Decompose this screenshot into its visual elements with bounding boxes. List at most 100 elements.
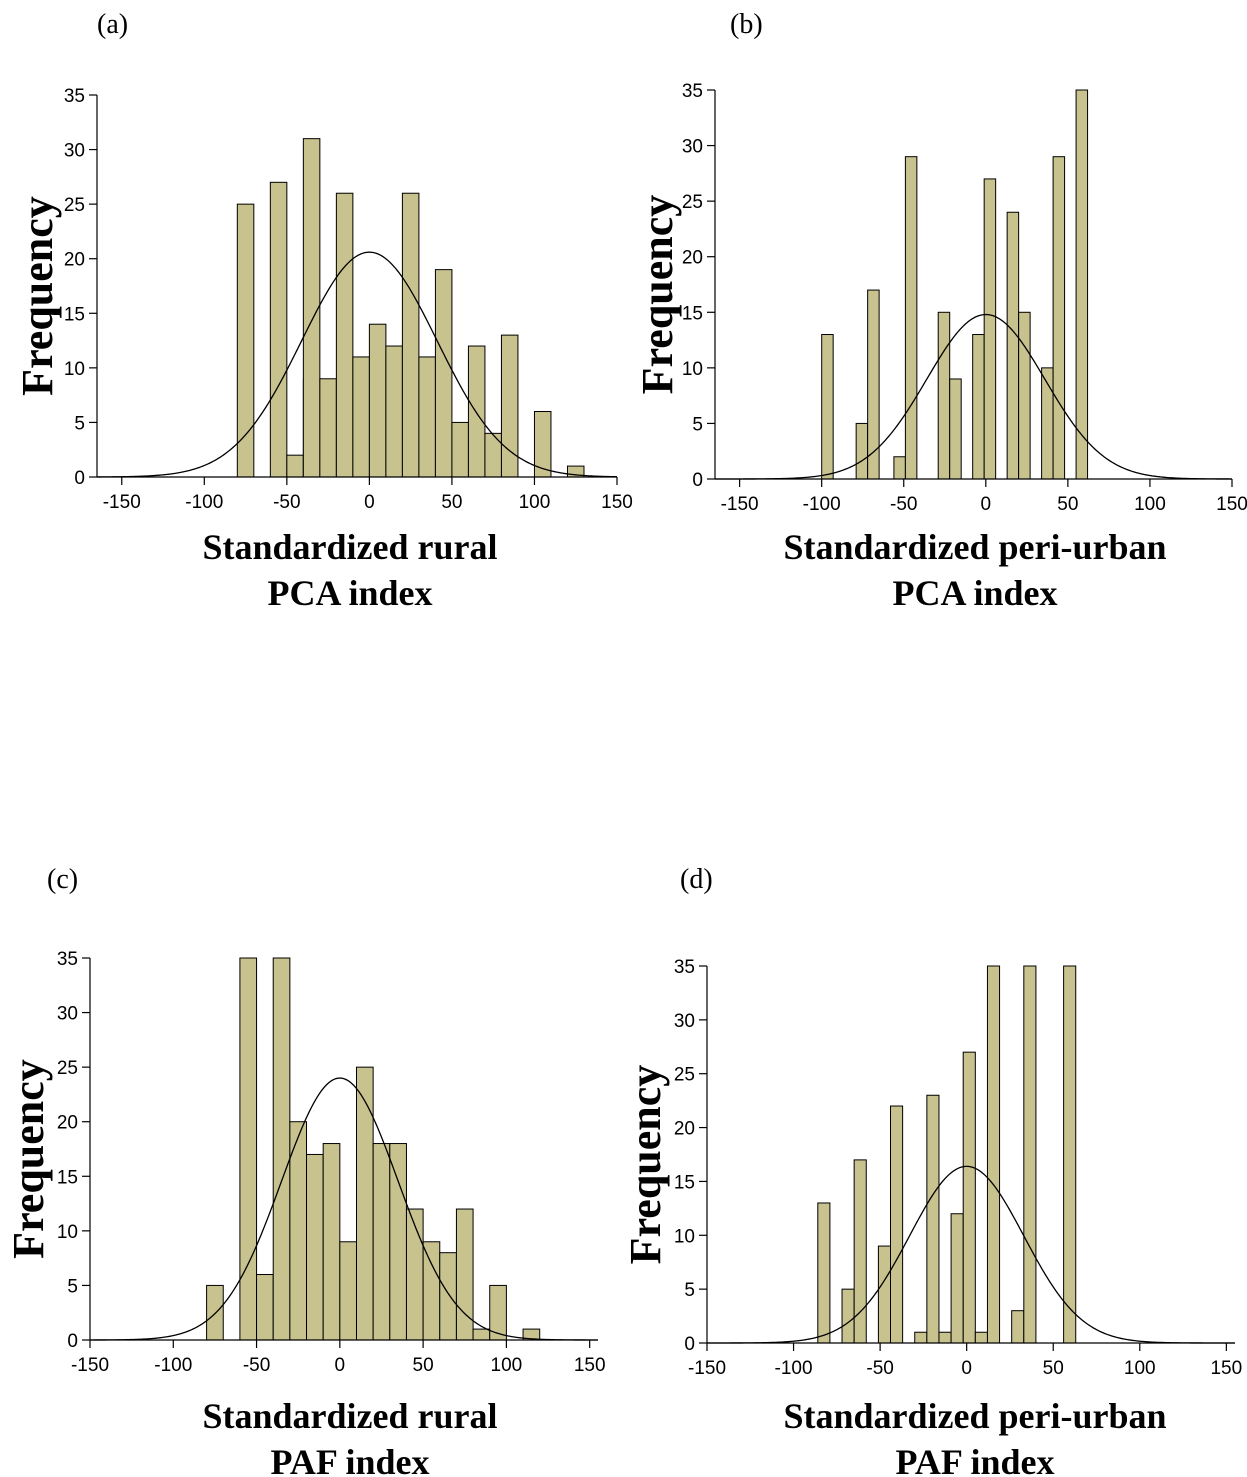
y-tick-label: 5 [692,414,703,435]
y-tick-label: 30 [674,1011,695,1032]
x-tick-label: -150 [71,1355,109,1376]
x-tick-label: -100 [775,1358,813,1379]
histogram-bar [914,1331,928,1344]
x-tick-label: -100 [154,1355,192,1376]
x-tick-label: 0 [335,1355,346,1376]
x-tick-label: 150 [601,492,633,513]
histogram-bar [972,334,985,480]
histogram-bar [239,957,258,1341]
x-axis-title-line2: PCA index [892,573,1057,613]
x-tick-label: -50 [866,1358,893,1379]
panel-label: (d) [680,864,713,895]
histogram-bar [405,1208,424,1341]
y-tick-label: 25 [682,192,703,213]
histogram-bar [974,1331,988,1344]
histogram-bar [418,356,436,478]
y-tick-label: 0 [684,1334,695,1355]
y-tick-label: 5 [684,1280,695,1301]
y-tick-label: 20 [682,248,703,269]
x-tick-label: 150 [1210,1358,1242,1379]
histogram-bar [472,1328,491,1341]
normal-curve [707,1165,1235,1344]
histogram-bar [1075,89,1089,480]
histogram-bar [322,1143,341,1341]
x-tick-label: 0 [961,1358,972,1379]
histogram-bar [206,1284,224,1341]
histogram-bar [455,1208,474,1341]
histogram-bar [335,192,354,478]
x-axis-title-line1: Standardized rural [202,527,497,567]
x-axis-title-line1: Standardized rural [202,1396,497,1436]
histogram-bar [821,334,834,480]
y-tick-label: 35 [57,949,78,970]
histogram-bar [890,1105,904,1344]
histogram-bar [451,421,469,478]
histogram-bar [926,1094,940,1344]
histogram-bar [289,1121,308,1341]
y-axis-title: Frequency [4,1059,53,1259]
y-tick-label: 15 [57,1167,78,1188]
x-tick-label: 100 [491,1355,523,1376]
chart-panel-c: (c) 0 5 10 15 20 25 30 35 -150 -100 -50 0 50 100 150 Fre… [4,864,606,1477]
normal-curve [714,313,1232,480]
y-tick-label: 25 [674,1065,695,1086]
y-tick-label: 30 [682,137,703,158]
y-tick-label: 10 [682,359,703,380]
x-tick-label: 100 [1134,494,1166,515]
x-tick-label: 50 [413,1355,434,1376]
x-tick-label: 150 [1216,494,1247,515]
x-tick-label: 150 [574,1355,606,1376]
histogram-bar [1052,156,1066,480]
y-tick-label: 0 [74,468,85,489]
x-tick-label: -150 [688,1358,726,1379]
x-tick-label: -150 [721,494,759,515]
y-tick-label: 5 [67,1276,78,1297]
chart-panel-d: (d) 0 5 10 15 20 25 30 35 -150 -100 -50 0 50 100 150 Fre… [621,864,1242,1477]
histogram-bar [422,1241,441,1341]
histogram-bar [385,345,403,478]
y-tick-label: 5 [74,413,85,434]
y-tick-label: 15 [64,304,85,325]
y-tick-label: 30 [57,1004,78,1025]
y-tick-label: 20 [57,1113,78,1134]
histogram-bar [1006,211,1020,480]
histogram-bar [986,965,1001,1344]
histogram-bar [236,203,255,478]
x-axis-title-line2: PAF index [896,1442,1055,1477]
x-tick-label: 50 [441,492,462,513]
histogram-bar [389,1143,407,1341]
histogram-bar [1018,311,1031,480]
histogram-bar [401,192,420,478]
panel-label: (c) [47,864,78,895]
x-tick-label: 0 [981,494,992,515]
histogram-bar [272,957,291,1341]
histogram-bar [877,1245,892,1344]
chart-panel-b: (b) 0 5 10 15 20 25 30 35 -150 -100 -50 0 50 100 150 Fre… [633,9,1247,613]
panel-label: (a) [97,9,128,40]
histogram-bar [467,345,486,478]
histogram-bar [355,1066,374,1341]
y-tick-label: 30 [64,141,85,162]
histogram-bar [983,178,997,480]
histogram-bar [950,1213,964,1344]
normal-curve [96,251,618,478]
x-tick-label: 100 [1124,1358,1156,1379]
y-axis-title: Frequency [621,1065,670,1265]
x-tick-label: 0 [364,492,375,513]
histogram-bar [434,269,453,478]
x-tick-label: -50 [273,492,300,513]
histogram-bar [439,1252,457,1341]
histogram-bar [937,311,951,480]
histogram-bar [1023,965,1037,1344]
histogram-bar [841,1288,855,1344]
x-axis-title-line2: PAF index [271,1442,430,1477]
x-tick-label: -100 [803,494,841,515]
y-tick-label: 0 [692,470,703,491]
histogram-bar [855,422,869,480]
panel-label: (b) [730,9,763,40]
y-tick-label: 0 [67,1331,78,1352]
x-tick-label: -100 [185,492,223,513]
y-tick-label: 35 [682,81,703,102]
y-tick-label: 15 [682,303,703,324]
